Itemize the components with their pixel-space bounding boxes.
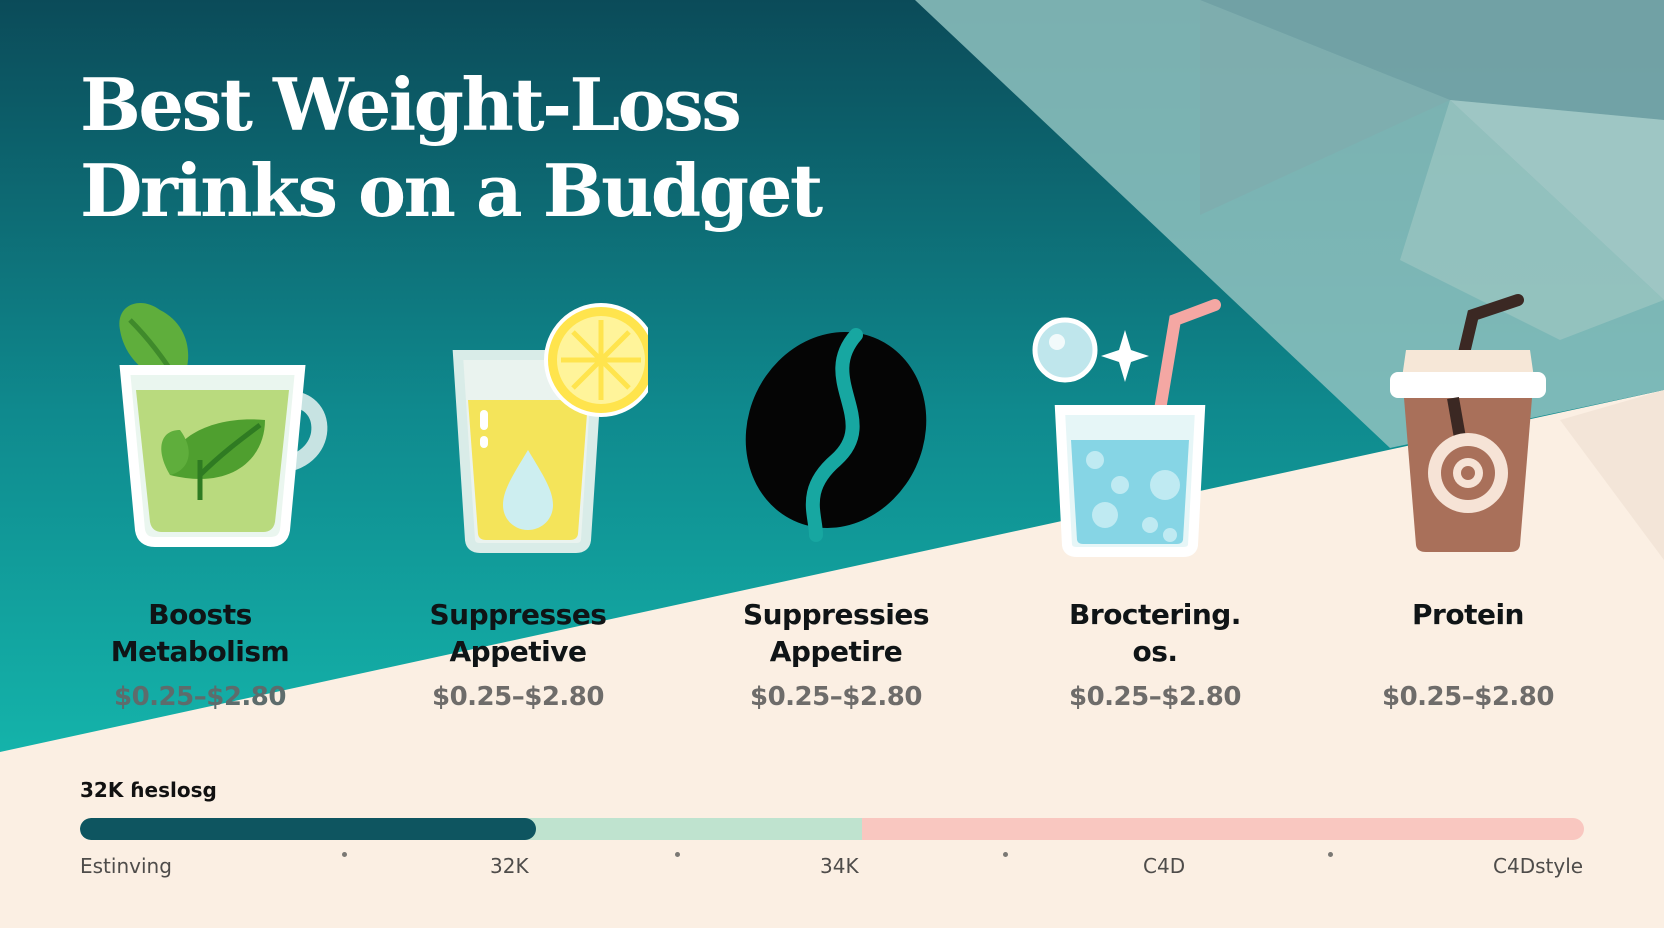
tick-label: 34K <box>820 854 859 878</box>
coffee-bean-icon <box>745 328 927 542</box>
drink-card-sparkling-water: Broctering. os. $0.25–$2.80 <box>1005 280 1305 720</box>
drink-card-green-tea: Boosts Metabolism $0.25–$2.80 <box>50 280 350 720</box>
drink-label: Broctering. os. <box>1069 598 1241 668</box>
drink-card-coffee: Suppressies Appetire $0.25–$2.80 <box>686 280 986 720</box>
drink-price: $0.25–$2.80 <box>114 682 286 712</box>
drink-card-protein: Protein $0.25–$2.80 <box>1318 280 1618 720</box>
drink-label: Suppressies Appetire <box>742 598 930 668</box>
green-tea-mug-icon <box>119 302 328 547</box>
tick-label: 32K <box>490 854 529 878</box>
drink-price: $0.25–$2.80 <box>750 682 922 712</box>
progress-bar <box>80 818 1584 840</box>
progress-segment-filled <box>80 818 536 840</box>
tick-label: Estinving <box>80 854 172 878</box>
drink-label: Suppresses Appetive <box>429 598 607 668</box>
tick-dot <box>1328 852 1333 857</box>
tick-label: C4Dstyle <box>1493 854 1584 878</box>
page-title: Best Weight-Loss Drinks on a Budget <box>80 62 823 234</box>
drink-price: $0.25–$2.80 <box>432 682 604 712</box>
drink-label: Protein <box>1412 598 1524 631</box>
drink-label: Boosts Metabolism <box>110 598 290 668</box>
tick-label: C4D <box>1143 854 1186 878</box>
sparkling-water-glass-icon <box>1032 299 1221 557</box>
lemon-water-glass-icon <box>452 303 648 553</box>
tick-dot <box>342 852 347 857</box>
title-line-2: Drinks on a Budget <box>80 148 823 233</box>
drink-card-lemon-water: Suppresses Appetive $0.25–$2.80 <box>368 280 668 720</box>
drink-price: $0.25–$2.80 <box>1069 682 1241 712</box>
drink-price: $0.25–$2.80 <box>1382 682 1554 712</box>
tick-dot <box>1003 852 1008 857</box>
progress-title: 32K ɦeslosg <box>80 778 217 802</box>
title-line-1: Best Weight-Loss <box>80 62 742 147</box>
protein-shake-cup-icon <box>1390 294 1546 552</box>
tick-dot <box>675 852 680 857</box>
